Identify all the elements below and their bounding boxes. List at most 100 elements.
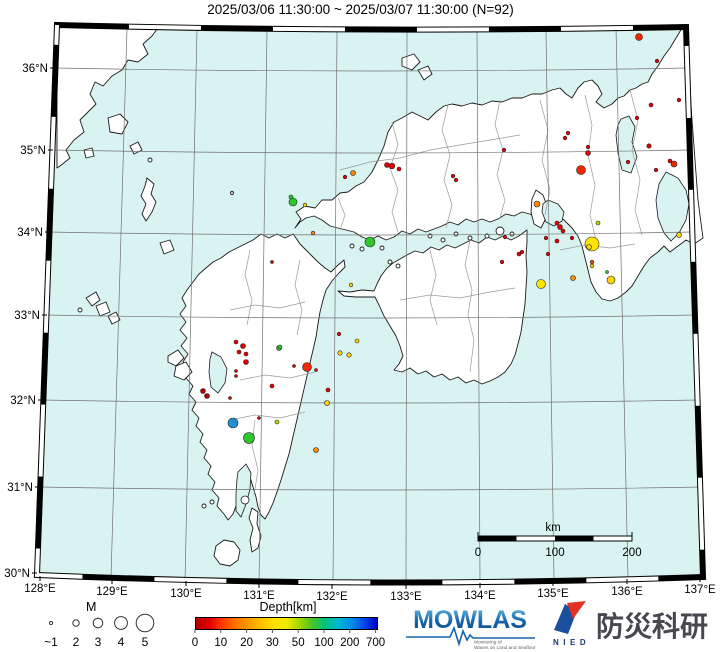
depth-tick-label: 10 xyxy=(214,637,227,649)
earthquake-dot xyxy=(589,259,595,265)
earthquake-dot xyxy=(257,416,261,420)
coastline-shikoku xyxy=(337,229,528,385)
earthquake-dot xyxy=(313,447,319,453)
earthquake-dot xyxy=(314,368,318,372)
scale-bar-segment xyxy=(478,536,517,541)
earthquake-dot xyxy=(288,197,298,207)
earthquake-dot xyxy=(533,200,541,208)
earthquake-dot xyxy=(646,143,652,149)
meridian-line xyxy=(110,27,128,579)
coastline-islet xyxy=(509,231,515,237)
earthquake-markers xyxy=(200,33,682,453)
meridian-line xyxy=(476,30,481,584)
landmasses xyxy=(56,24,704,567)
lon-label: 132°E xyxy=(316,591,348,600)
earthquake-dot xyxy=(569,235,575,241)
coastline-islet xyxy=(495,226,505,236)
earthquake-dot xyxy=(354,338,360,344)
prefecture-border xyxy=(337,197,346,231)
scale-bar-label: 0 xyxy=(475,547,481,559)
coastline-islet xyxy=(77,307,83,313)
coastline-islet xyxy=(147,157,153,163)
earthquake-dot xyxy=(234,369,238,373)
lon-label: 128°E xyxy=(24,583,56,595)
coastline-islet xyxy=(349,243,355,249)
seismicity-map: 36°N 35°N 34°N 33°N 32°N 31°N 30°N 128°E 129°E 13… xyxy=(4,21,716,600)
earthquake-dot xyxy=(519,249,525,255)
prefecture-border xyxy=(464,239,475,373)
map-frame xyxy=(33,21,707,586)
lon-label: 135°E xyxy=(537,588,569,600)
earthquake-dot xyxy=(292,364,296,368)
earthquake-dot xyxy=(227,417,239,429)
earthquake-dot xyxy=(557,224,563,230)
coastline-islet xyxy=(230,191,234,195)
earthquake-dot xyxy=(450,173,456,179)
earthquake-dot xyxy=(605,270,609,274)
nied-mark-red-icon xyxy=(567,601,586,619)
earthquake-dot xyxy=(554,220,560,226)
coastline-island xyxy=(173,361,193,381)
coastline-islet xyxy=(440,237,446,243)
depth-legend-title: Depth[km] xyxy=(259,600,317,614)
earthquake-dot xyxy=(635,33,643,41)
scale-bar-label: 200 xyxy=(622,547,641,559)
lat-label: 34°N xyxy=(17,227,43,239)
earthquake-dot xyxy=(204,393,210,399)
page-title: 2025/03/06 11:30:00 ~ 2025/03/07 11:30:0… xyxy=(207,2,514,17)
lon-label: 133°E xyxy=(390,591,422,600)
earthquake-dot xyxy=(324,400,330,406)
earthquake-dot xyxy=(634,115,640,121)
earthquake-dot xyxy=(336,331,342,337)
earthquake-dot xyxy=(364,236,376,248)
nied-kanji: 防災科研 xyxy=(596,610,708,643)
earthquake-dot xyxy=(243,351,249,357)
meridian-line xyxy=(332,30,338,585)
earthquake-dot xyxy=(396,166,402,172)
magnitude-legend-circle xyxy=(72,619,80,627)
depth-tick-label: 20 xyxy=(240,637,253,649)
water-body xyxy=(655,171,690,242)
earthquake-dot xyxy=(270,260,274,264)
lat-label: 32°N xyxy=(10,395,36,407)
earthquake-dot xyxy=(545,251,551,257)
meridian-line xyxy=(258,29,268,584)
coastline-island xyxy=(140,177,157,222)
coastline-islet xyxy=(201,503,207,509)
coastline-island xyxy=(107,311,121,325)
earthquake-dot xyxy=(243,359,249,365)
water-body xyxy=(235,463,252,518)
coastline-island xyxy=(159,239,175,255)
earthquake-dot xyxy=(595,220,601,226)
earthquake-dot xyxy=(560,228,566,234)
prefecture-border xyxy=(389,121,399,233)
nied-acronym: NIED xyxy=(553,638,590,647)
magnitude-legend-circle xyxy=(114,616,128,630)
lat-label: 31°N xyxy=(7,482,33,494)
coastline-islet xyxy=(467,235,473,241)
earthquake-dot xyxy=(565,130,571,136)
meridian-line xyxy=(405,30,408,585)
prefecture-border xyxy=(494,99,506,219)
parallel-line xyxy=(49,231,693,236)
coastline-island xyxy=(530,189,548,229)
magnitude-legend-label: ~1 xyxy=(44,635,58,649)
coastline-honshu xyxy=(294,26,704,302)
coastline-islet xyxy=(395,263,401,269)
earthquake-dot xyxy=(501,147,507,153)
earthquake-dot xyxy=(589,263,595,269)
magnitude-legend-label: 3 xyxy=(95,635,102,649)
coastline-islet xyxy=(240,495,250,505)
earthquake-dot xyxy=(586,244,592,250)
mowlas-tagline-1: Monitoring of xyxy=(474,640,502,646)
earthquake-dot xyxy=(653,167,659,173)
earthquake-dot xyxy=(243,432,255,444)
earthquake-dot xyxy=(350,170,356,176)
earthquake-dot xyxy=(302,362,312,372)
lon-label: 129°E xyxy=(96,586,128,598)
lat-label: 36°N xyxy=(22,63,48,75)
mowlas-wordmark: MOWLAS xyxy=(413,606,527,634)
lon-label: 136°E xyxy=(611,586,643,598)
depth-tick-label: 0 xyxy=(192,637,198,649)
